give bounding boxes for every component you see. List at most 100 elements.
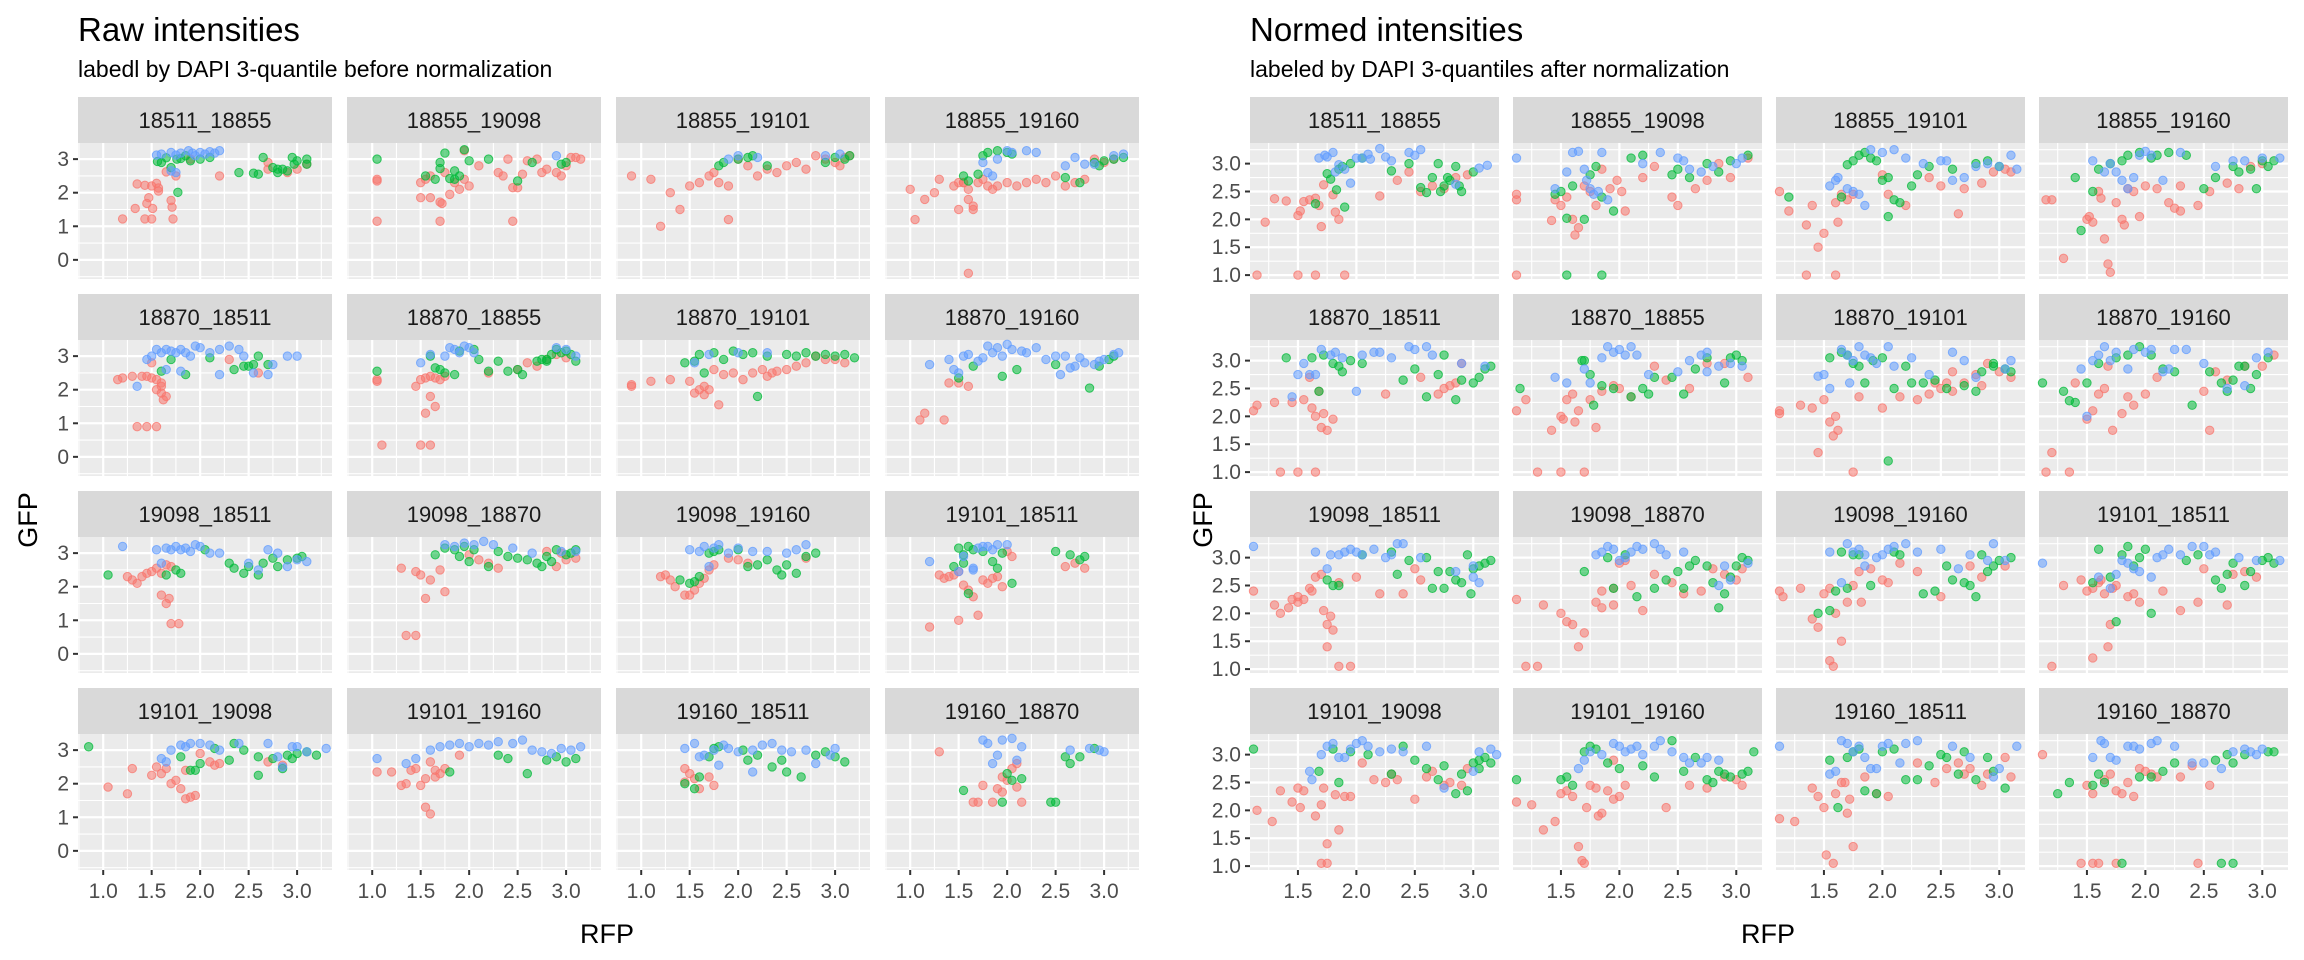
data-point-q1 <box>1007 551 1017 562</box>
data-point-q3 <box>1865 353 1876 363</box>
data-point-q1 <box>1080 563 1090 573</box>
data-point-q2 <box>542 755 552 765</box>
data-point-q3 <box>454 348 465 358</box>
data-point-q2 <box>1965 580 1975 591</box>
data-point-q1 <box>1375 191 1385 201</box>
data-point-q1 <box>147 203 158 214</box>
data-point-q3 <box>1055 369 1066 380</box>
data-point-q2 <box>1357 358 1367 369</box>
data-point-q2 <box>1714 167 1724 177</box>
data-point-q2 <box>1567 780 1578 790</box>
data-point-q2 <box>1971 591 1981 602</box>
data-point-q2 <box>2210 755 2221 765</box>
x-tick-label: 3.0 <box>2248 880 2277 903</box>
data-point-q1 <box>1953 209 1964 219</box>
data-point-q1 <box>1281 196 1291 206</box>
data-point-q1 <box>1307 586 1317 596</box>
data-point-q1 <box>1316 221 1327 232</box>
data-point-q3 <box>469 540 479 550</box>
panel-background <box>885 734 1139 870</box>
data-point-q1 <box>1380 389 1391 399</box>
data-point-q1 <box>1830 197 1841 208</box>
data-point-q2 <box>258 152 268 163</box>
data-point-q3 <box>944 354 954 365</box>
data-point-q1 <box>1930 777 1940 788</box>
data-point-q2 <box>1977 367 1987 377</box>
data-point-q3 <box>1708 161 1718 172</box>
y-tick-label: 0 <box>57 643 69 666</box>
data-point-q3 <box>1491 749 1502 760</box>
data-point-q2 <box>849 353 860 363</box>
facet-panel: 18855_19101 <box>1774 97 2025 280</box>
data-point-q3 <box>1597 353 1607 363</box>
data-point-q3 <box>1737 361 1747 371</box>
data-point-q2 <box>1480 752 1490 763</box>
data-point-q2 <box>1883 211 1893 222</box>
data-point-q1 <box>1828 661 1838 672</box>
data-point-q3 <box>2169 741 2180 751</box>
facet-strip <box>78 294 332 340</box>
data-point-q3 <box>2257 153 2267 163</box>
data-point-q1 <box>132 179 142 189</box>
data-point-q3 <box>234 344 244 355</box>
data-point-q3 <box>2111 569 2121 580</box>
data-point-q1 <box>1532 661 1543 672</box>
data-point-q2 <box>791 351 802 361</box>
data-point-q3 <box>704 561 714 572</box>
data-point-q1 <box>1570 230 1580 240</box>
data-point-q3 <box>1474 163 1484 173</box>
data-point-q2 <box>973 169 983 179</box>
data-point-q1 <box>1854 392 1864 402</box>
data-point-q1 <box>2204 425 2215 435</box>
data-point-q2 <box>234 167 244 178</box>
data-point-q3 <box>1620 552 1630 563</box>
data-point-q1 <box>1684 780 1695 790</box>
data-point-q3 <box>2187 541 2197 552</box>
data-point-q1 <box>1638 605 1648 616</box>
data-point-q1 <box>1562 192 1572 202</box>
data-point-q1 <box>1620 780 1630 790</box>
data-point-q3 <box>1971 161 1981 172</box>
data-point-q3 <box>214 745 225 755</box>
data-point-q1 <box>2088 406 2098 416</box>
data-point-q2 <box>1661 575 1671 585</box>
data-point-q3 <box>1468 561 1478 571</box>
data-point-q1 <box>425 575 436 585</box>
data-point-q3 <box>1415 144 1426 155</box>
data-point-q2 <box>1895 197 1905 208</box>
data-point-q3 <box>2105 355 2116 366</box>
data-point-q3 <box>205 348 215 358</box>
data-point-q1 <box>1579 467 1590 477</box>
data-point-q1 <box>1941 763 1952 774</box>
data-point-q3 <box>1474 747 1484 757</box>
x-tick-label: 3.0 <box>1459 880 1488 903</box>
data-point-q3 <box>1678 752 1689 763</box>
data-point-q3 <box>1825 383 1835 394</box>
data-point-q1 <box>973 610 983 620</box>
data-point-q3 <box>1743 558 1753 568</box>
data-point-q1 <box>1977 572 1987 582</box>
data-point-q1 <box>924 622 935 632</box>
data-point-q3 <box>762 348 772 358</box>
data-point-q3 <box>1924 369 1934 380</box>
data-point-q1 <box>1795 583 1806 593</box>
data-point-q1 <box>987 797 998 807</box>
x-tick-label: 1.5 <box>1809 880 1838 903</box>
data-point-q3 <box>1725 575 1736 585</box>
data-point-q2 <box>248 359 259 370</box>
data-point-q3 <box>1655 147 1665 158</box>
x-axis-title: RFP <box>1741 919 1795 949</box>
data-point-q3 <box>801 540 811 550</box>
data-point-q1 <box>1556 608 1566 619</box>
data-point-q2 <box>1608 583 1619 593</box>
data-point-q2 <box>2093 769 2104 779</box>
data-point-q3 <box>2105 583 2116 593</box>
data-point-q3 <box>2164 544 2174 554</box>
data-point-q2 <box>2181 555 2191 566</box>
data-point-q2 <box>1451 394 1461 405</box>
data-point-q3 <box>1357 735 1367 746</box>
data-point-q1 <box>1521 394 1531 405</box>
data-point-q1 <box>757 364 768 375</box>
data-point-q3 <box>978 157 988 168</box>
data-point-q3 <box>1375 747 1385 757</box>
